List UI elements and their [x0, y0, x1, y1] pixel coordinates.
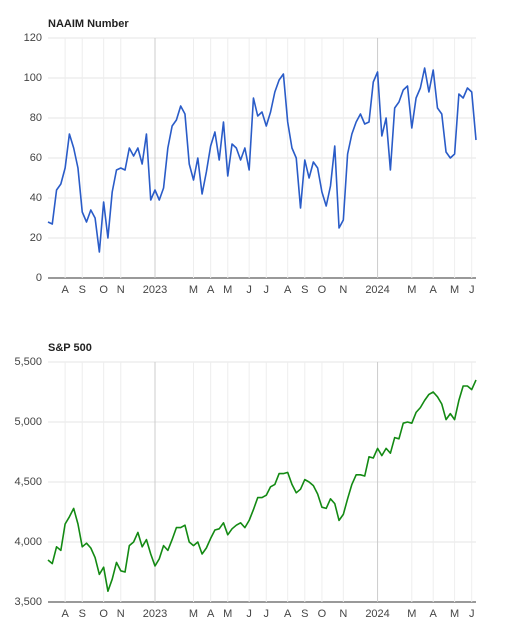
x-tick-label: N: [339, 608, 347, 620]
y-tick-label: 4,000: [14, 536, 42, 548]
x-tick-label: M: [407, 284, 416, 296]
x-tick-label: J: [246, 284, 252, 296]
y-tick-label: 3,500: [14, 596, 42, 608]
x-tick-label: J: [469, 284, 475, 296]
x-tick-label: O: [318, 608, 327, 620]
x-tick-label: J: [469, 608, 475, 620]
x-tick-label: 2024: [365, 608, 389, 620]
chart-title: S&P 500: [48, 342, 92, 354]
x-tick-label: A: [61, 608, 69, 620]
x-tick-label: S: [301, 284, 308, 296]
x-tick-label: A: [207, 608, 215, 620]
x-tick-label: A: [430, 284, 438, 296]
chart-title: NAAIM Number: [48, 18, 129, 30]
y-tick-label: 40: [30, 192, 42, 204]
x-tick-label: J: [246, 608, 252, 620]
x-tick-label: A: [284, 608, 292, 620]
x-tick-label: A: [284, 284, 292, 296]
y-tick-label: 4,500: [14, 476, 42, 488]
x-tick-label: O: [99, 284, 108, 296]
y-tick-label: 100: [24, 72, 42, 84]
x-tick-label: A: [430, 608, 438, 620]
x-tick-label: N: [117, 608, 125, 620]
x-tick-label: N: [339, 284, 347, 296]
x-tick-label: M: [189, 284, 198, 296]
y-tick-label: 5,000: [14, 416, 42, 428]
x-tick-label: A: [61, 284, 69, 296]
y-tick-label: 5,500: [14, 356, 42, 368]
line: [47, 379, 477, 592]
x-tick-label: 2023: [143, 608, 167, 620]
x-tick-label: A: [207, 284, 215, 296]
y-tick-label: 80: [30, 112, 42, 124]
y-tick-label: 60: [30, 152, 42, 164]
x-tick-label: N: [117, 284, 125, 296]
x-tick-label: M: [223, 608, 232, 620]
x-tick-label: J: [264, 608, 270, 620]
x-tick-label: O: [318, 284, 327, 296]
y-tick-label: 120: [24, 32, 42, 44]
x-tick-label: S: [301, 608, 308, 620]
x-tick-label: M: [450, 608, 459, 620]
x-tick-label: 2023: [143, 284, 167, 296]
x-tick-label: M: [450, 284, 459, 296]
x-tick-label: J: [264, 284, 270, 296]
y-tick-label: 0: [36, 272, 42, 284]
x-tick-label: 2024: [365, 284, 389, 296]
x-tick-label: O: [99, 608, 108, 620]
x-tick-label: M: [189, 608, 198, 620]
y-tick-label: 20: [30, 232, 42, 244]
x-tick-label: S: [79, 284, 86, 296]
x-tick-label: M: [407, 608, 416, 620]
line: [47, 67, 477, 253]
x-tick-label: M: [223, 284, 232, 296]
x-tick-label: S: [79, 608, 86, 620]
